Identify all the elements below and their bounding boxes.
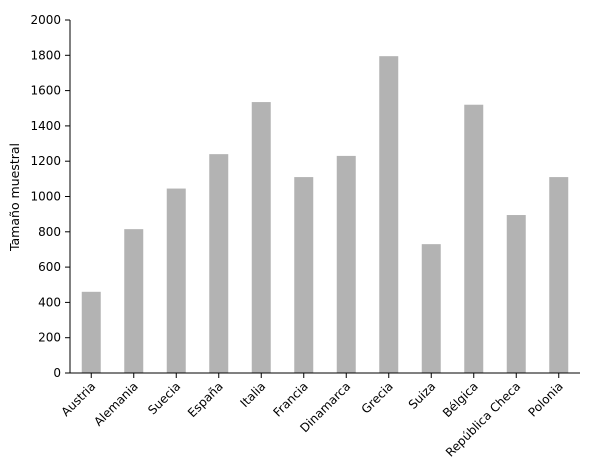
bar-suecia (166, 188, 186, 373)
bar-francia (294, 177, 314, 373)
y-tick-label: 1200 (30, 154, 61, 168)
x-tick-label: Francia (270, 379, 310, 419)
x-tick-label: Austria (58, 379, 98, 419)
bar-polonia (549, 177, 569, 373)
x-tick-label: Suecia (145, 379, 183, 417)
x-tick-label: República Checa (443, 379, 523, 459)
x-tick-label: Suiza (406, 379, 439, 412)
x-tick-label: Grecia (359, 379, 396, 416)
bar-alemania (124, 229, 144, 373)
bar-dinamarca (336, 155, 356, 373)
y-tick-label: 2000 (30, 13, 61, 27)
bar-república-checa (506, 215, 526, 373)
bars (81, 56, 569, 374)
bar-austria (81, 291, 101, 373)
bar-españa (209, 154, 229, 373)
x-tick-label: Italia (238, 379, 269, 410)
y-tick-label: 600 (38, 260, 61, 274)
y-tick-label: 1600 (30, 84, 61, 98)
bar-grecia (379, 56, 399, 374)
y-tick-label: 1000 (30, 190, 61, 204)
y-tick-label: 0 (53, 366, 61, 380)
x-tick-label: Alemania (91, 379, 141, 429)
y-tick-label: 1800 (30, 48, 61, 62)
y-tick-label: 400 (38, 295, 61, 309)
x-tick-label: Polonia (525, 379, 565, 419)
y-tick-label: 200 (38, 331, 61, 345)
bar-italia (251, 102, 271, 373)
y-axis-ticks: 0 200 400 600 800 1000 1200 1400 1600 1800 2000 (30, 13, 70, 380)
bar-suiza (421, 244, 441, 373)
x-tick-label: España (185, 379, 226, 420)
bar-bélgica (464, 104, 484, 373)
y-tick-label: 800 (38, 225, 61, 239)
x-tick-label: Bélgica (440, 379, 481, 420)
y-axis-label: Tamaño muestral (7, 143, 22, 252)
y-tick-label: 1400 (30, 119, 61, 133)
